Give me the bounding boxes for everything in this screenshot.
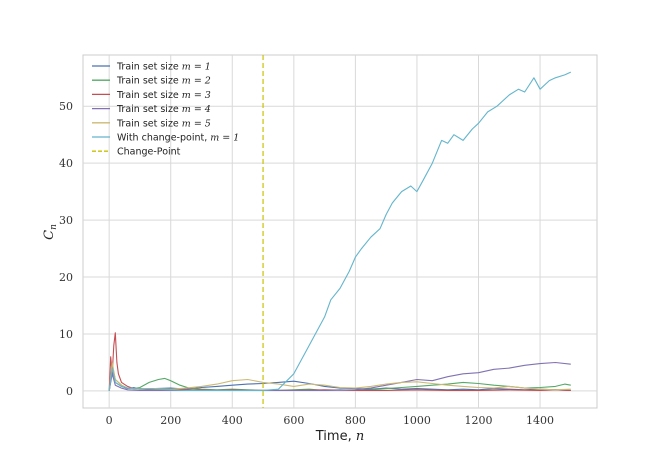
x-axis-label: Time, n xyxy=(315,429,364,444)
y-tick-label: 40 xyxy=(59,157,73,170)
x-tick-label: 0 xyxy=(106,414,113,427)
y-tick-label: 10 xyxy=(59,328,73,341)
x-tick-label: 600 xyxy=(283,414,304,427)
x-tick-label: 1000 xyxy=(403,414,431,427)
series-line-4 xyxy=(108,361,571,391)
y-tick-label: 50 xyxy=(59,100,73,113)
series-line-6 xyxy=(108,71,572,391)
legend-entry: Train set size m = 2 xyxy=(116,76,211,87)
series-lines xyxy=(108,55,572,408)
series-line-2 xyxy=(108,364,571,391)
legend-entry: Train set size m = 5 xyxy=(116,118,211,129)
x-tick-label: 200 xyxy=(160,414,181,427)
legend-entry: Train set size m = 3 xyxy=(116,90,211,101)
legend-entry: Train set size m = 1 xyxy=(116,62,211,73)
legend-entry: With change-point, m = 1 xyxy=(117,133,239,144)
x-tick-label: 400 xyxy=(222,414,243,427)
x-tick-label: 1200 xyxy=(465,414,493,427)
legend: Train set size m = 1 Train set size m = 2… xyxy=(92,62,239,158)
tick-labels: 0 200 400 600 800 1000 1200 1400 0 10 20 30 40 50 xyxy=(59,100,554,427)
x-tick-label: 1400 xyxy=(526,414,554,427)
y-tick-label: 20 xyxy=(59,271,73,284)
legend-entry: Change-Point xyxy=(117,147,181,158)
legend-entry: Train set size m = 4 xyxy=(116,104,211,115)
y-axis-label: Cn xyxy=(42,224,59,240)
x-tick-label: 800 xyxy=(345,414,366,427)
plot-area xyxy=(82,54,598,409)
y-tick-label: 0 xyxy=(66,385,73,398)
y-tick-label: 30 xyxy=(59,214,73,227)
